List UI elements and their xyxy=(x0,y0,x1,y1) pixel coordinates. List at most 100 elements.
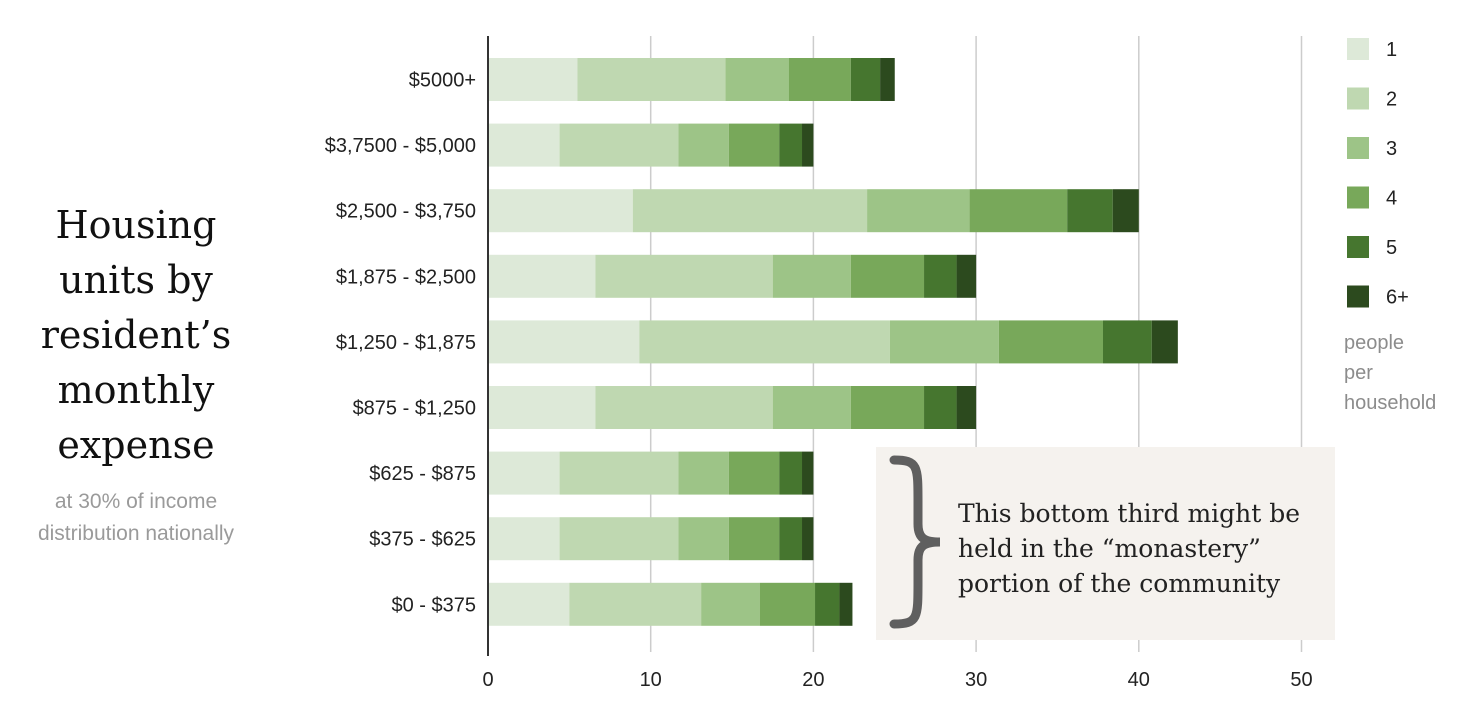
bar-segment xyxy=(802,451,814,495)
category-label: $875 - $1,250 xyxy=(353,398,476,420)
bar-segment xyxy=(488,123,560,167)
legend-label: 6+ xyxy=(1386,287,1409,309)
chart-title: Housing units by resident’s monthly expe… xyxy=(10,198,262,473)
bar-segment xyxy=(779,517,803,561)
chart-title-line: resident’s xyxy=(40,313,232,357)
bar-segment xyxy=(701,582,760,626)
legend-label: 4 xyxy=(1386,188,1397,210)
bar-segment xyxy=(772,254,851,298)
bar-segment xyxy=(725,58,789,101)
legend-caption-line: people xyxy=(1344,332,1405,354)
category-label: $5000+ xyxy=(409,70,476,92)
bar-segment xyxy=(559,517,679,561)
category-label: $3,7500 - $5,000 xyxy=(325,135,476,157)
legend-label: 3 xyxy=(1386,138,1397,160)
annotation-box xyxy=(876,447,1335,640)
bar-segment xyxy=(728,517,780,561)
bar-segment xyxy=(867,189,970,233)
bar-segment xyxy=(577,58,726,101)
x-tick-label: 30 xyxy=(965,669,987,691)
annotation-line: held in the “monastery” xyxy=(958,534,1261,563)
chart-subtitle-line: at 30% of income xyxy=(54,490,218,513)
x-tick-label: 40 xyxy=(1128,669,1150,691)
category-label: $1,250 - $1,875 xyxy=(336,332,476,354)
category-label: $625 - $875 xyxy=(369,463,476,485)
bar-segment xyxy=(850,254,925,298)
legend-swatch xyxy=(1347,285,1369,308)
bar-segment xyxy=(1067,189,1113,233)
bar-segment xyxy=(998,320,1104,364)
legend-caption-line: household xyxy=(1344,392,1437,414)
chart-title-line: monthly xyxy=(57,368,215,412)
x-tick-label: 0 xyxy=(482,669,493,691)
bar-segment xyxy=(880,58,895,101)
bar-segment xyxy=(595,254,773,298)
bar-segment xyxy=(678,451,729,495)
x-tick-label: 10 xyxy=(640,669,662,691)
legend-caption-line: per xyxy=(1344,362,1373,384)
bar-segment xyxy=(850,386,925,429)
legend-swatch xyxy=(1347,87,1369,110)
bar-segment xyxy=(969,189,1068,233)
annotation-line: This bottom third might be xyxy=(958,499,1301,528)
legend-swatch xyxy=(1347,186,1369,209)
legend-swatch xyxy=(1347,137,1369,159)
chart-title-line: expense xyxy=(57,423,215,467)
legend-caption: people per household xyxy=(1344,328,1436,418)
bar-segment xyxy=(632,189,868,233)
bar-segment xyxy=(1112,189,1139,233)
bar-segment xyxy=(850,58,881,101)
bar-segment xyxy=(595,386,773,429)
bar-segment xyxy=(728,123,780,167)
bar-segment xyxy=(678,517,729,561)
category-label: $2,500 - $3,750 xyxy=(336,201,476,223)
bar-segment xyxy=(728,451,780,495)
bar-segment xyxy=(488,254,596,298)
bar-segment xyxy=(802,517,814,561)
legend-label: 1 xyxy=(1386,39,1397,61)
bar-segment xyxy=(569,582,702,626)
bar-segment xyxy=(488,582,570,626)
bar-segment xyxy=(815,582,840,626)
chart-title-line: Housing xyxy=(55,203,217,247)
x-tick-label: 50 xyxy=(1290,669,1312,691)
legend-label: 5 xyxy=(1386,237,1397,259)
chart-title-line: units by xyxy=(59,258,213,302)
bar-segment xyxy=(488,58,578,101)
chart-subtitle: at 30% of income distribution nationally xyxy=(10,486,262,550)
legend-label: 2 xyxy=(1386,89,1397,111)
bar-segment xyxy=(924,386,957,429)
curly-brace-icon xyxy=(889,455,941,629)
bar-segment xyxy=(488,320,640,364)
bar-segment xyxy=(779,451,803,495)
bar-segment xyxy=(488,451,560,495)
bar-segment xyxy=(802,123,814,167)
bar-segment xyxy=(956,254,977,298)
legend-swatch xyxy=(1347,236,1369,258)
chart-subtitle-line: distribution nationally xyxy=(37,522,235,545)
bar-segment xyxy=(678,123,729,167)
category-label: $375 - $625 xyxy=(369,529,476,551)
bar-segment xyxy=(559,123,679,167)
bar-segment xyxy=(559,451,679,495)
category-label: $1,875 - $2,500 xyxy=(336,266,476,288)
bar-segment xyxy=(839,582,853,626)
x-tick-label: 20 xyxy=(802,669,824,691)
bar-segment xyxy=(956,386,977,429)
bar-segment xyxy=(488,517,560,561)
annotation-text: This bottom third might be held in the “… xyxy=(958,496,1328,601)
bar-segment xyxy=(639,320,890,364)
bar-segment xyxy=(924,254,957,298)
bar-segment xyxy=(788,58,851,101)
bar-segment xyxy=(1103,320,1152,364)
legend-swatch xyxy=(1347,38,1369,60)
annotation-line: portion of the community xyxy=(958,569,1281,598)
bar-segment xyxy=(772,386,851,429)
bar-segment xyxy=(488,189,633,233)
bar-segment xyxy=(1151,320,1178,364)
bar-segment xyxy=(759,582,816,626)
bar-segment xyxy=(779,123,803,167)
bar-segment xyxy=(889,320,999,364)
bar-segment xyxy=(488,386,596,429)
